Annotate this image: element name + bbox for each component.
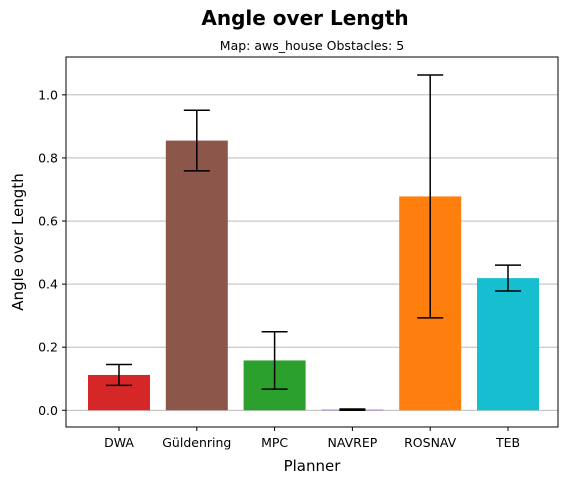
bar — [165, 140, 228, 411]
x-tick-label: DWA — [104, 435, 134, 450]
y-tick-label: 0.2 — [38, 340, 58, 355]
y-axis-label: Angle over Length — [9, 173, 27, 310]
chart-title: Angle over Length — [201, 6, 408, 30]
bars — [88, 140, 539, 411]
y-tick-label: 0.6 — [38, 214, 58, 229]
x-tick-label: ROSNAV — [404, 435, 457, 450]
x-tick-label: TEB — [495, 435, 520, 450]
x-tick-label: Güldenring — [162, 435, 231, 450]
x-axis-label: Planner — [284, 457, 342, 475]
y-tick-label: 0.8 — [38, 150, 58, 165]
plot-frame — [65, 56, 559, 428]
y-tick-label: 1.0 — [38, 87, 58, 102]
chart-subtitle: Map: aws_house Obstacles: 5 — [220, 38, 404, 53]
x-tick-label: NAVREP — [328, 435, 378, 450]
x-tick-label: MPC — [261, 435, 288, 450]
y-tick-label: 0.4 — [38, 277, 58, 292]
gridlines — [66, 94, 558, 411]
y-tick-label: 0.0 — [38, 403, 58, 418]
error-bars — [106, 74, 521, 412]
y-axis-ticks: 0.0 0.2 0.4 0.6 0.8 1.0 — [38, 87, 66, 418]
x-axis-ticks: DWA Güldenring MPC NAVREP ROSNAV TEB — [104, 427, 520, 450]
bar — [477, 278, 539, 411]
